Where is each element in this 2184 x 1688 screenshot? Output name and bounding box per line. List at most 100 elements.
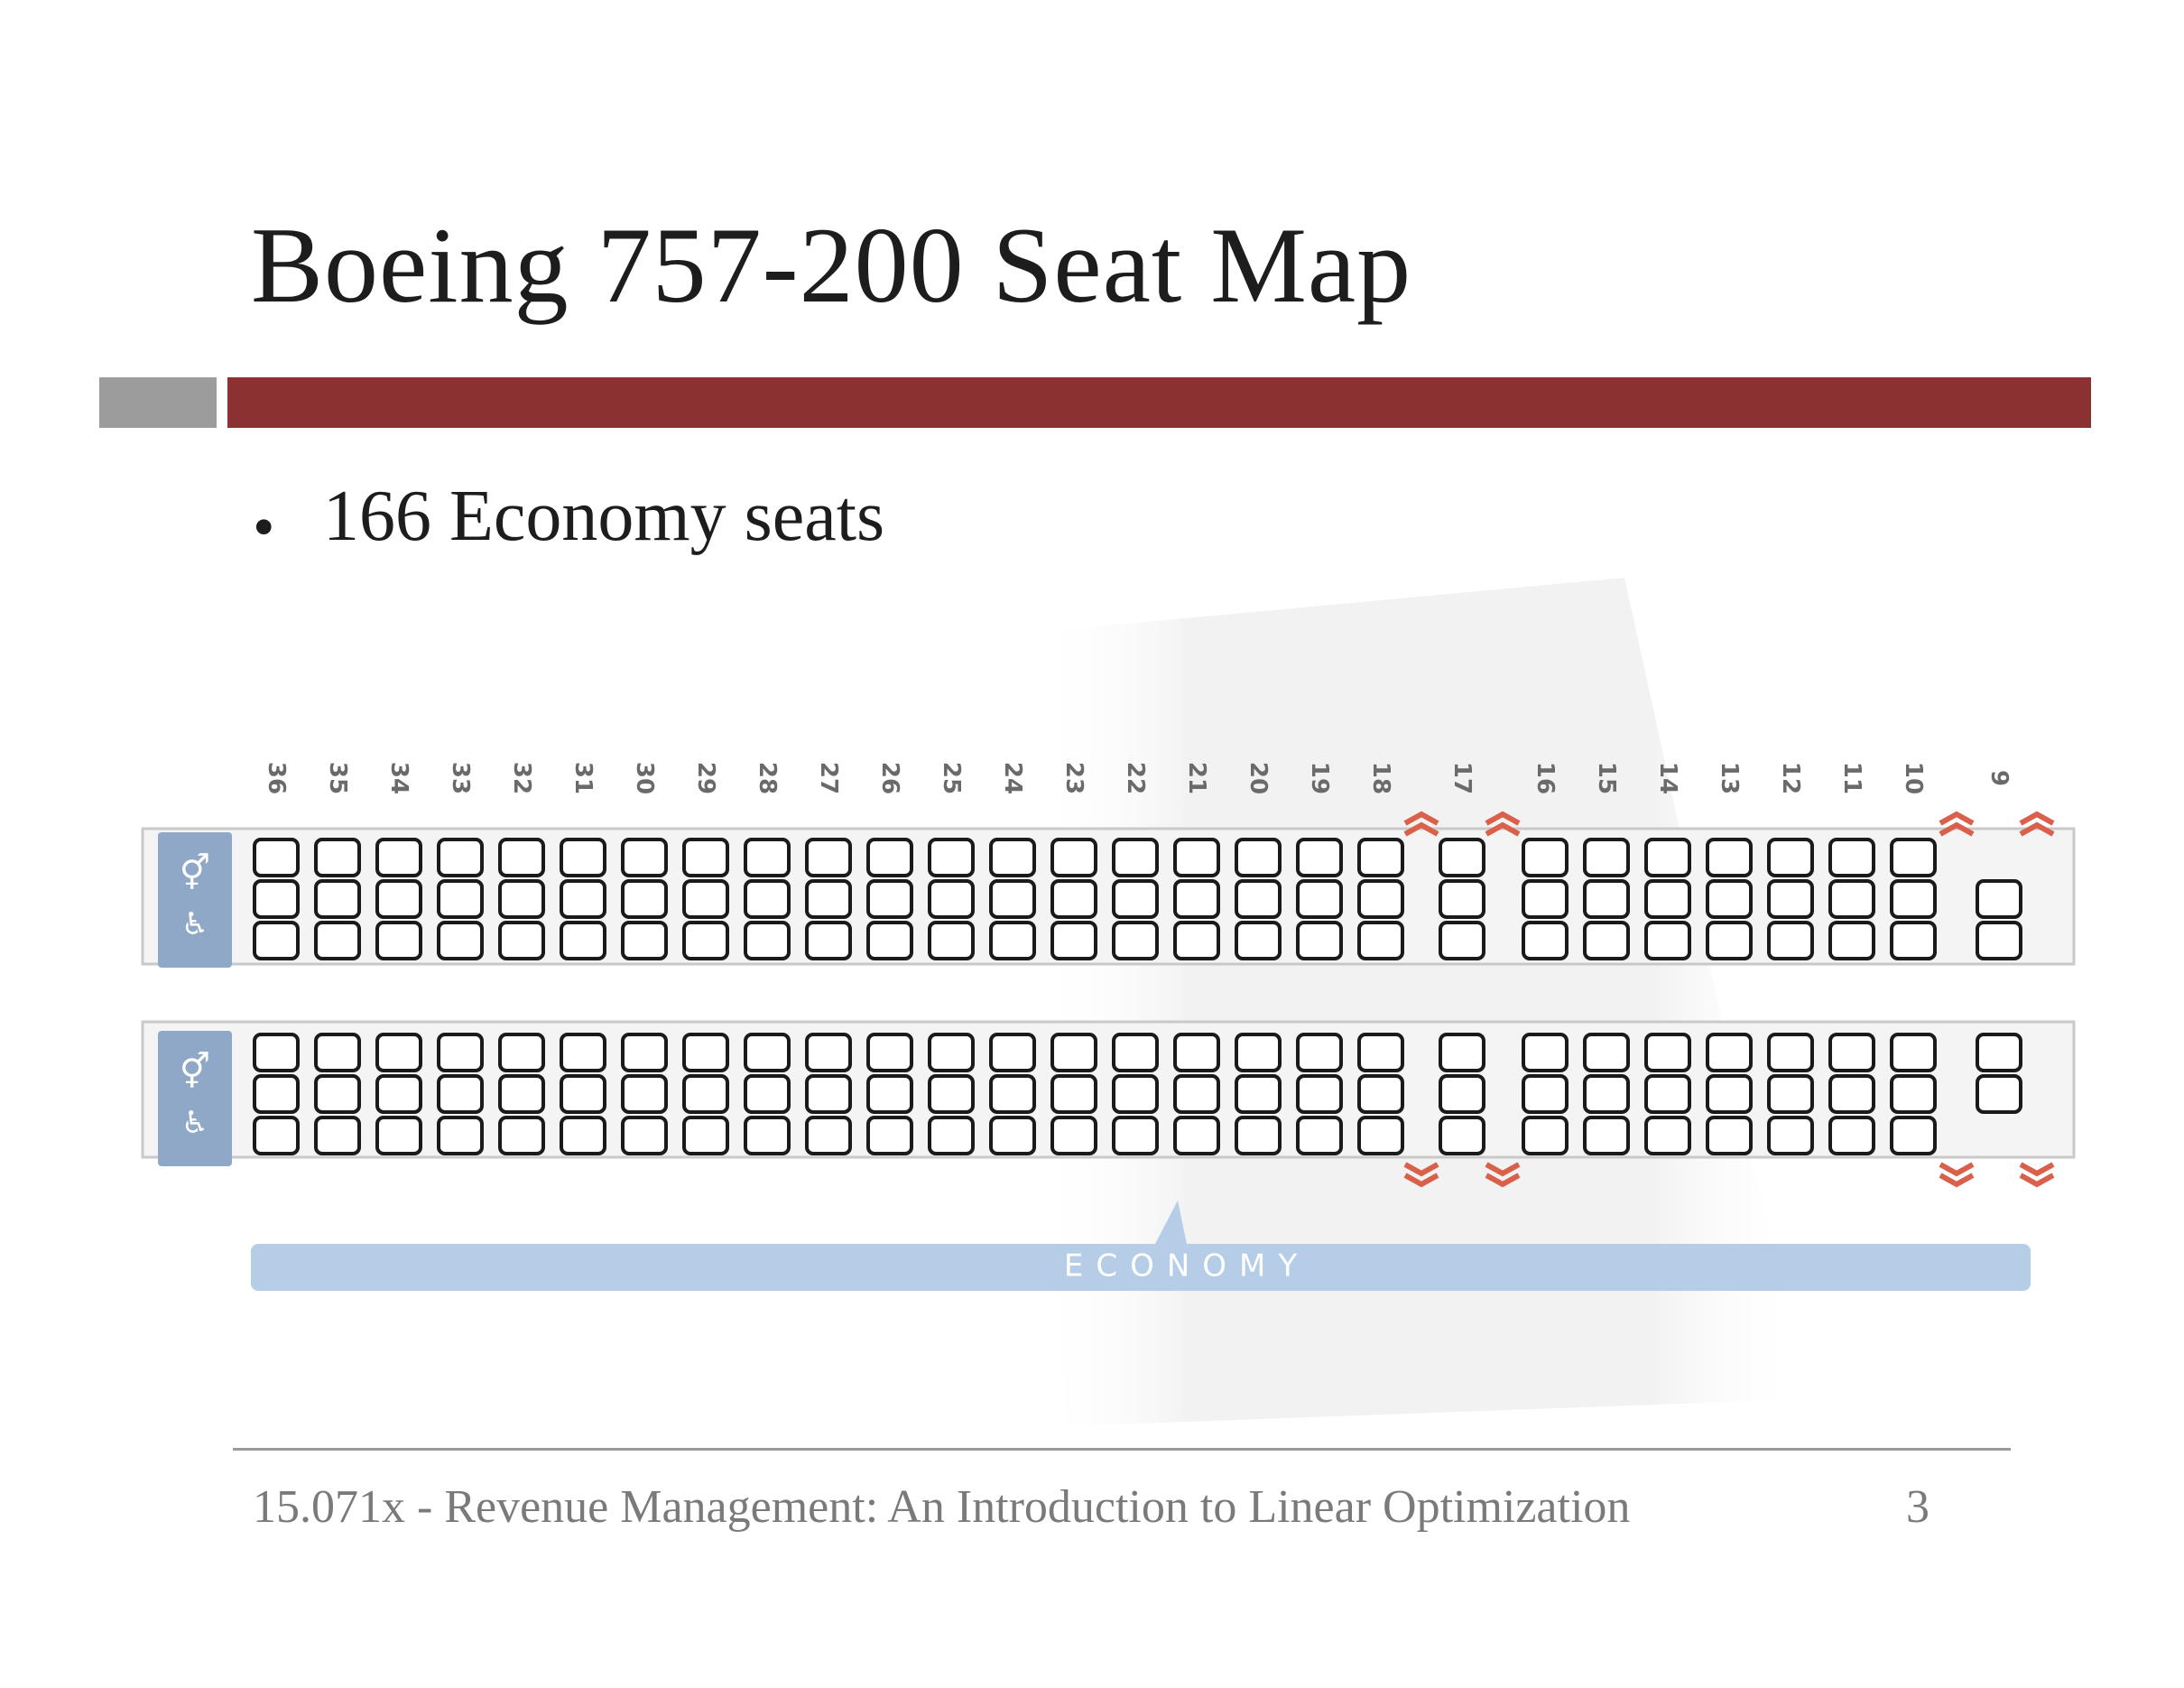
seat[interactable] [744,838,791,877]
seat[interactable] [682,838,729,877]
seat[interactable] [1235,1074,1282,1114]
seat[interactable] [1112,921,1159,960]
seat[interactable] [1050,1074,1097,1114]
seat[interactable] [560,1074,606,1114]
seat[interactable] [437,1074,484,1114]
seat[interactable] [375,1074,422,1114]
seat[interactable] [1112,1116,1159,1155]
seat[interactable] [1890,1074,1937,1114]
seat[interactable] [1890,1033,1937,1072]
seat[interactable] [1112,1074,1159,1114]
seat[interactable] [928,838,975,877]
seat[interactable] [1644,1074,1691,1114]
seat[interactable] [1976,1074,2022,1114]
seat[interactable] [314,921,361,960]
seat[interactable] [1583,1116,1630,1155]
seat[interactable] [314,879,361,919]
seat[interactable] [1296,838,1343,877]
seat[interactable] [1976,921,2022,960]
seat[interactable] [375,921,422,960]
seat[interactable] [1173,1074,1220,1114]
seat[interactable] [375,838,422,877]
seat[interactable] [1828,879,1875,919]
seat[interactable] [560,879,606,919]
seat[interactable] [1357,879,1404,919]
seat[interactable] [1235,1033,1282,1072]
seat[interactable] [1112,879,1159,919]
seat[interactable] [744,879,791,919]
seat[interactable] [1976,879,2022,919]
seat[interactable] [621,1116,668,1155]
seat[interactable] [498,838,545,877]
seat[interactable] [1644,1116,1691,1155]
seat[interactable] [253,1074,300,1114]
seat[interactable] [805,838,852,877]
seat[interactable] [1583,879,1630,919]
seat[interactable] [1357,838,1404,877]
seat[interactable] [1296,921,1343,960]
seat[interactable] [1296,1116,1343,1155]
seat[interactable] [1522,921,1569,960]
seat[interactable] [1706,1033,1753,1072]
seat[interactable] [1296,879,1343,919]
seat[interactable] [744,1074,791,1114]
seat[interactable] [1235,921,1282,960]
seat[interactable] [498,1033,545,1072]
seat[interactable] [866,1116,913,1155]
seat[interactable] [1644,838,1691,877]
seat[interactable] [989,1116,1036,1155]
seat[interactable] [1828,921,1875,960]
seat[interactable] [928,1074,975,1114]
seat[interactable] [805,1074,852,1114]
seat[interactable] [866,838,913,877]
seat[interactable] [1890,1116,1937,1155]
seat[interactable] [1890,921,1937,960]
seat[interactable] [621,921,668,960]
seat[interactable] [928,921,975,960]
seat[interactable] [1050,879,1097,919]
seat[interactable] [437,838,484,877]
seat[interactable] [989,838,1036,877]
seat[interactable] [1439,879,1485,919]
seat[interactable] [314,1074,361,1114]
seat[interactable] [437,879,484,919]
seat[interactable] [1173,838,1220,877]
seat[interactable] [560,921,606,960]
seat[interactable] [1706,1074,1753,1114]
seat[interactable] [1644,921,1691,960]
seat[interactable] [928,1033,975,1072]
seat[interactable] [253,1116,300,1155]
seat[interactable] [1976,1033,2022,1072]
seat[interactable] [1173,1116,1220,1155]
seat[interactable] [1522,1116,1569,1155]
seat[interactable] [744,1033,791,1072]
seat[interactable] [1890,838,1937,877]
seat[interactable] [1439,838,1485,877]
seat[interactable] [1522,879,1569,919]
seat[interactable] [989,879,1036,919]
seat[interactable] [1706,879,1753,919]
seat[interactable] [1357,1033,1404,1072]
seat[interactable] [1112,838,1159,877]
seat[interactable] [621,879,668,919]
seat[interactable] [1050,1033,1097,1072]
seat[interactable] [498,1116,545,1155]
seat[interactable] [1173,1033,1220,1072]
seat[interactable] [1767,879,1814,919]
seat[interactable] [1235,1116,1282,1155]
seat[interactable] [1828,1033,1875,1072]
seat[interactable] [1767,1074,1814,1114]
seat[interactable] [1173,921,1220,960]
seat[interactable] [498,921,545,960]
seat[interactable] [682,879,729,919]
seat[interactable] [1767,1116,1814,1155]
seat[interactable] [928,879,975,919]
seat[interactable] [1583,838,1630,877]
seat[interactable] [1439,1033,1485,1072]
seat[interactable] [744,1116,791,1155]
seat[interactable] [1828,1116,1875,1155]
seat[interactable] [1583,1033,1630,1072]
seat[interactable] [805,879,852,919]
seat[interactable] [1522,1074,1569,1114]
seat[interactable] [498,1074,545,1114]
